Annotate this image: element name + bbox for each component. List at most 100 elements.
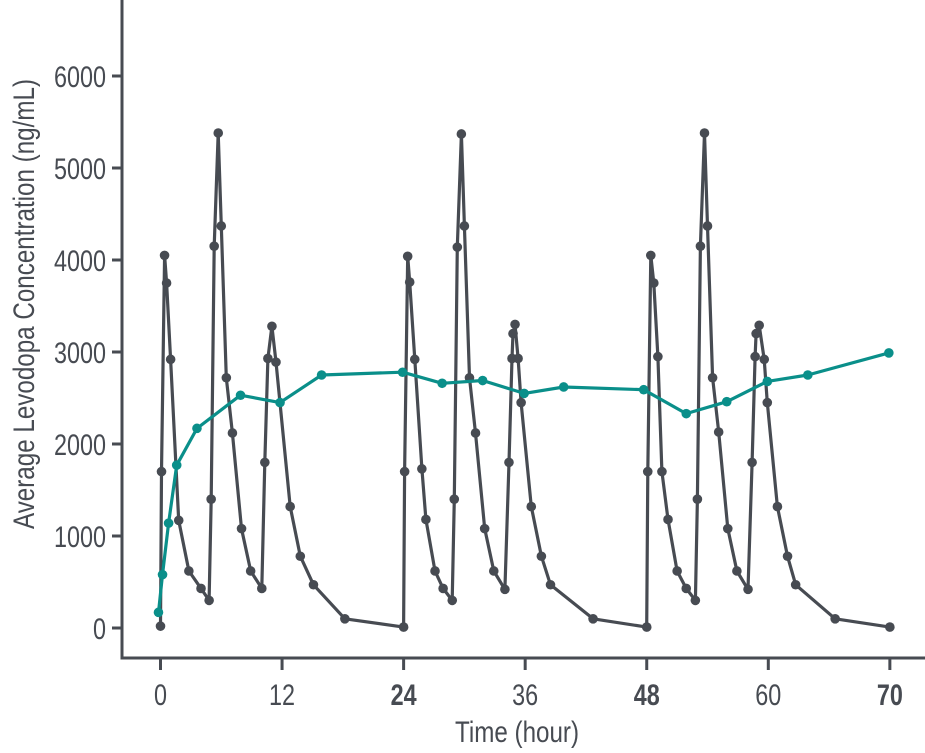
data-point-marker (184, 566, 194, 576)
data-point-marker (536, 551, 547, 562)
data-point-marker (508, 328, 518, 339)
data-point-marker (721, 396, 732, 407)
data-point-marker (645, 250, 656, 261)
data-point-marker (285, 501, 295, 512)
data-point-marker (213, 128, 224, 138)
data-point-marker (161, 278, 172, 288)
data-point-marker (885, 622, 895, 632)
data-point-marker (221, 372, 232, 383)
data-point-marker (803, 370, 813, 380)
data-point-marker (747, 457, 757, 468)
series-infusion (153, 348, 894, 618)
data-point-marker (430, 566, 440, 576)
data-point-marker (153, 607, 164, 618)
data-point-marker (206, 494, 216, 505)
data-point-marker (641, 622, 652, 632)
data-point-marker (155, 621, 166, 631)
x-tick-label: 24 (391, 679, 417, 712)
data-point-marker (173, 515, 184, 526)
x-tick-label: 36 (512, 679, 538, 712)
data-point-marker (449, 494, 460, 505)
data-point-marker (759, 354, 770, 365)
x-tick-label: 12 (269, 679, 295, 712)
data-point-marker (196, 583, 206, 594)
data-point-marker (163, 518, 174, 528)
data-point-marker (699, 128, 710, 138)
data-point-marker (204, 595, 214, 606)
x-tick-label: 70 (877, 679, 903, 712)
plot-series (153, 128, 895, 632)
y-ticks: 0 1000 2000 3000 4000 5000 6000 (54, 61, 122, 646)
data-point-marker (263, 353, 273, 364)
data-point-marker (681, 583, 692, 594)
data-point-marker (558, 382, 569, 392)
data-point-marker (722, 523, 733, 534)
data-point-marker (459, 221, 470, 231)
data-point-marker (452, 242, 463, 252)
data-point-marker (681, 408, 692, 419)
data-point-marker (398, 622, 409, 632)
data-point-marker (707, 372, 718, 383)
data-point-marker (732, 566, 742, 576)
y-tick-label: 6000 (54, 61, 106, 94)
data-point-marker (690, 595, 701, 606)
data-point-marker (397, 367, 408, 378)
data-point-marker (884, 348, 894, 358)
data-point-marker (275, 397, 285, 408)
data-point-marker (588, 614, 598, 624)
data-point-marker (295, 551, 306, 562)
data-point-marker (762, 376, 773, 387)
data-point-marker (308, 579, 319, 590)
data-point-marker (500, 584, 510, 595)
data-point-marker (159, 250, 170, 261)
data-point-marker (830, 614, 840, 624)
data-point-marker (692, 494, 703, 505)
data-point-marker (438, 583, 448, 594)
data-point-marker (649, 278, 659, 288)
data-point-marker (399, 466, 410, 477)
data-point-marker (209, 241, 219, 251)
y-tick-label: 5000 (54, 153, 106, 186)
data-point-marker (516, 397, 526, 408)
data-point-marker (227, 428, 238, 438)
data-point-marker (702, 221, 713, 231)
data-point-marker (157, 569, 168, 580)
data-point-marker (267, 321, 277, 332)
data-point-marker (510, 319, 520, 330)
y-tick-label: 2000 (54, 429, 106, 462)
data-point-marker (479, 523, 490, 534)
data-point-marker (340, 614, 350, 624)
data-point-marker (171, 460, 182, 470)
x-tick-label: 60 (755, 679, 781, 712)
x-axis-title: Time (hour) (455, 716, 579, 749)
data-point-marker (477, 375, 488, 386)
data-point-marker (447, 595, 458, 606)
data-point-marker (456, 129, 467, 139)
data-point-marker (235, 390, 246, 401)
data-point-marker (257, 583, 267, 594)
data-point-marker (653, 351, 663, 362)
data-point-marker (271, 357, 281, 367)
data-point-marker (695, 241, 706, 251)
data-point-marker (672, 566, 682, 576)
y-tick-label: 0 (93, 613, 106, 646)
data-point-marker (192, 423, 202, 434)
data-point-marker (216, 221, 227, 231)
data-point-marker (421, 514, 431, 525)
data-point-marker (236, 523, 247, 534)
data-point-marker (642, 466, 653, 477)
data-point-marker (470, 428, 481, 438)
data-point-marker (504, 457, 514, 468)
data-point-marker (762, 397, 773, 408)
y-axis-title: Average Levodopa Concentration (ng/mL) (8, 79, 41, 529)
data-point-marker (663, 514, 673, 525)
data-point-marker (409, 354, 420, 365)
data-point-marker (790, 579, 801, 590)
data-point-marker (526, 501, 537, 512)
data-point-marker (713, 427, 724, 437)
y-tick-label: 4000 (54, 245, 106, 278)
data-point-marker (165, 354, 176, 365)
data-point-marker (402, 251, 413, 262)
data-point-marker (488, 566, 499, 576)
